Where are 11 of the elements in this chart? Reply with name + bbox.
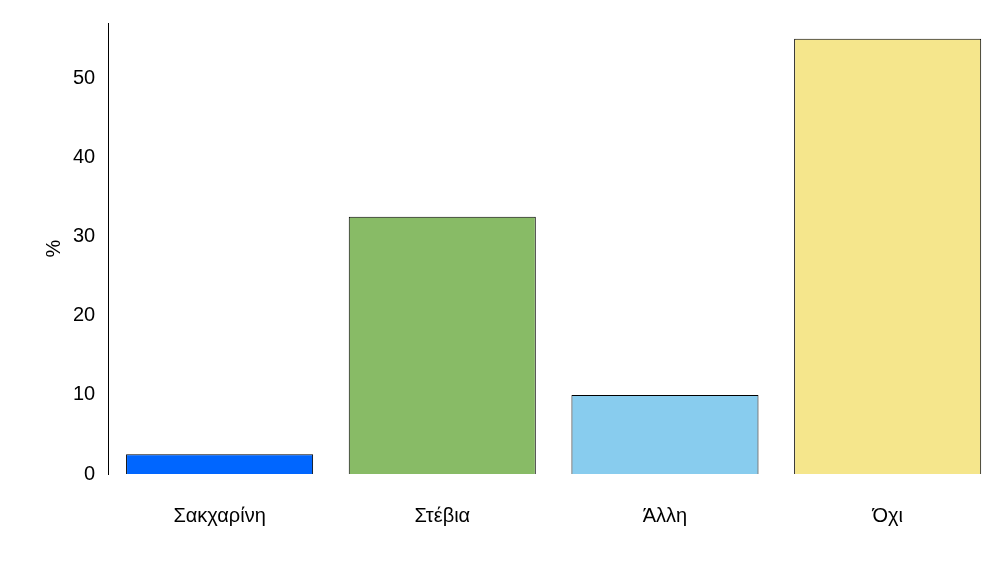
y-axis-title: % (41, 239, 64, 258)
x-tick-label: Σακχαρίνη (173, 503, 266, 526)
y-tick-label: 40 (73, 145, 96, 168)
x-tick-label: Άλλη (642, 503, 688, 526)
y-tick-label: 30 (73, 224, 96, 247)
y-tick-label: 0 (84, 461, 96, 484)
x-tick-label: Όχι (871, 503, 903, 526)
y-tick-label: 20 (73, 303, 96, 326)
x-tick-label: Στέβια (414, 503, 471, 526)
y-tick-label: 50 (73, 65, 96, 88)
y-tick-label: 10 (73, 382, 96, 405)
